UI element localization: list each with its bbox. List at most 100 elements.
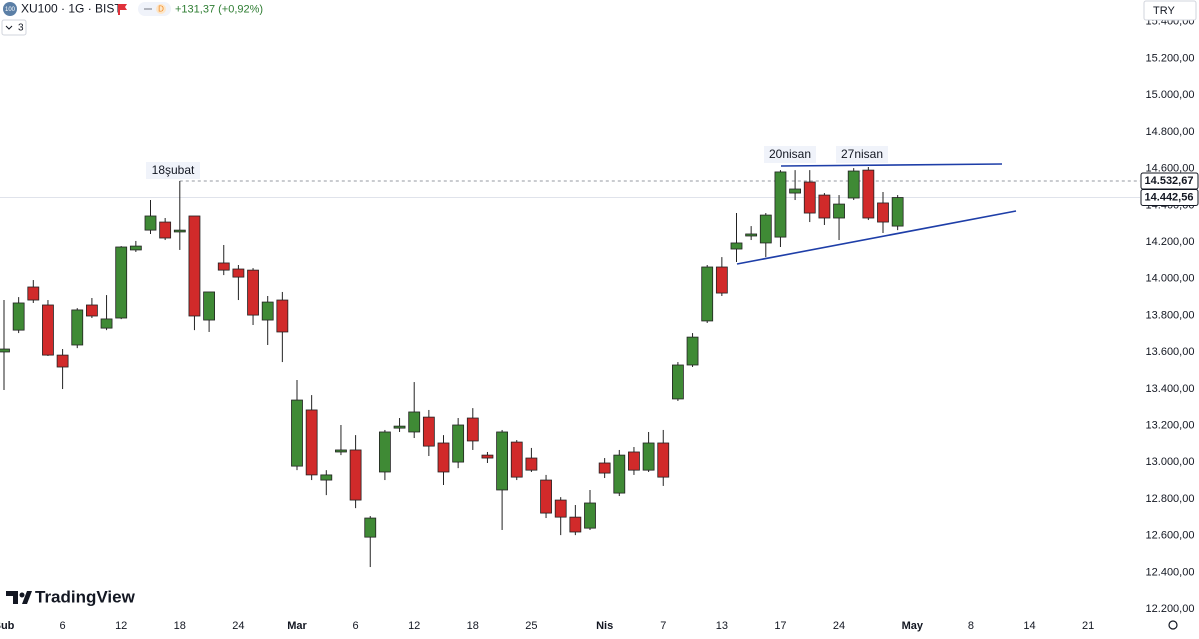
annotation: 27nisan: [841, 147, 883, 161]
y-tick-label: 12.200,00: [1146, 603, 1195, 615]
x-tick-label: Mar: [287, 620, 307, 632]
y-tick-label: 14.800,00: [1146, 126, 1195, 138]
price-axis: [1140, 0, 1199, 634]
candle-body: [71, 309, 84, 346]
candle-body: [686, 336, 699, 366]
candle-body: [510, 441, 523, 478]
currency: TRY: [1153, 5, 1175, 17]
candle-body: [349, 449, 362, 501]
x-tick-label: 12: [408, 620, 420, 632]
trend-line: [736, 210, 1017, 265]
candle-body: [481, 454, 494, 459]
annotation-box: [146, 162, 200, 179]
annotation: 18şubat: [152, 163, 195, 177]
candle-body: [803, 181, 816, 214]
candle-body: [657, 442, 670, 478]
candle-body: [613, 454, 626, 494]
x-tick-label: 18: [174, 620, 186, 632]
candle-body: [540, 479, 552, 514]
candle-body: [833, 203, 845, 219]
candle-body: [159, 221, 172, 239]
y-tick-label: 12.800,00: [1146, 493, 1195, 505]
badge-text: D: [158, 5, 164, 14]
y-tick-label: 13.000,00: [1146, 456, 1195, 468]
candle-body: [276, 299, 289, 333]
candle-body: [188, 215, 201, 317]
candle-body: [27, 286, 40, 301]
brand-logo: TradingView: [6, 587, 136, 606]
x-tick-label: 24: [833, 620, 845, 632]
candle-body: [891, 197, 904, 227]
y-tick-label: 14.000,00: [1146, 273, 1195, 285]
candle-body: [715, 266, 728, 294]
badge-dot: [156, 4, 166, 14]
candle-body: [232, 268, 245, 278]
brand-mark: [6, 591, 18, 604]
candle-body: [774, 171, 787, 238]
currency-box[interactable]: [1143, 0, 1197, 21]
candle-body: [378, 431, 391, 473]
y-tick-label: 14.200,00: [1146, 236, 1195, 248]
symbol[interactable]: XU100 · 1G · BIST: [21, 2, 122, 16]
candle-body: [247, 269, 259, 316]
price-change: +131,37 (+0,92%): [175, 3, 263, 15]
candle-body: [203, 291, 216, 321]
candle-body: [56, 354, 69, 368]
chevron: [5, 25, 13, 30]
candle-body: [86, 304, 98, 317]
candle-body: [291, 399, 303, 467]
x-tick-label: May: [902, 620, 924, 632]
y-tick-label: 15.200,00: [1146, 52, 1195, 64]
candle-body: [173, 229, 186, 233]
y-tick-label: 13.800,00: [1146, 309, 1195, 321]
price-label: 14.442,56: [1145, 191, 1194, 203]
candle-body: [598, 462, 611, 474]
candle-body: [261, 301, 274, 321]
y-tick-label: 12.400,00: [1146, 566, 1195, 578]
candle-body: [129, 245, 142, 251]
candle-body: [320, 474, 333, 481]
plot-area: [0, 166, 1140, 568]
candle-body: [466, 417, 479, 442]
trend-line: [780, 163, 1003, 167]
candle-body: [335, 449, 347, 453]
y-tick-label: 14.600,00: [1146, 163, 1195, 175]
candle-body: [12, 302, 25, 331]
candle-body: [452, 424, 465, 463]
settings-icon[interactable]: [1168, 620, 1178, 630]
candle-body: [847, 170, 860, 199]
candle-body: [0, 348, 10, 353]
x-tick-label: 7: [660, 620, 666, 632]
candle-body: [862, 169, 875, 219]
candle-body: [217, 262, 230, 271]
candle-body: [877, 202, 889, 223]
x-tick-label: 6: [353, 620, 359, 632]
brand-mark: [19, 592, 25, 598]
candle-body: [408, 411, 421, 433]
y-tick-label: 12.600,00: [1146, 530, 1195, 542]
flag-icon[interactable]: [118, 4, 127, 15]
x-tick-label: Şub: [0, 620, 15, 632]
indicator-count: 3: [18, 23, 24, 34]
candle-body: [100, 318, 113, 329]
x-tick-label: 13: [716, 620, 728, 632]
brand: TradingView: [35, 587, 136, 606]
symbol-logo: [3, 2, 17, 16]
y-tick-label: 13.200,00: [1146, 419, 1195, 431]
indicator-toggle[interactable]: [1, 19, 27, 36]
price-axis-labels: 12.200,00 12.400,00 12.600,00 12.800,00 13.0…: [1140, 16, 1199, 615]
candle-body: [789, 188, 801, 194]
badge[interactable]: [138, 2, 171, 16]
x-tick-label: 21: [1082, 620, 1094, 632]
y-tick-label: 15.000,00: [1146, 89, 1195, 101]
x-tick-label: 25: [525, 620, 537, 632]
candle-body: [393, 425, 406, 429]
candle-body: [672, 364, 684, 400]
price-label-box: [1140, 189, 1199, 207]
annotation-box: [764, 146, 816, 163]
candle-body: [584, 502, 596, 529]
candle-body: [730, 242, 743, 250]
candle-body: [554, 499, 567, 518]
candle-body: [144, 215, 157, 231]
